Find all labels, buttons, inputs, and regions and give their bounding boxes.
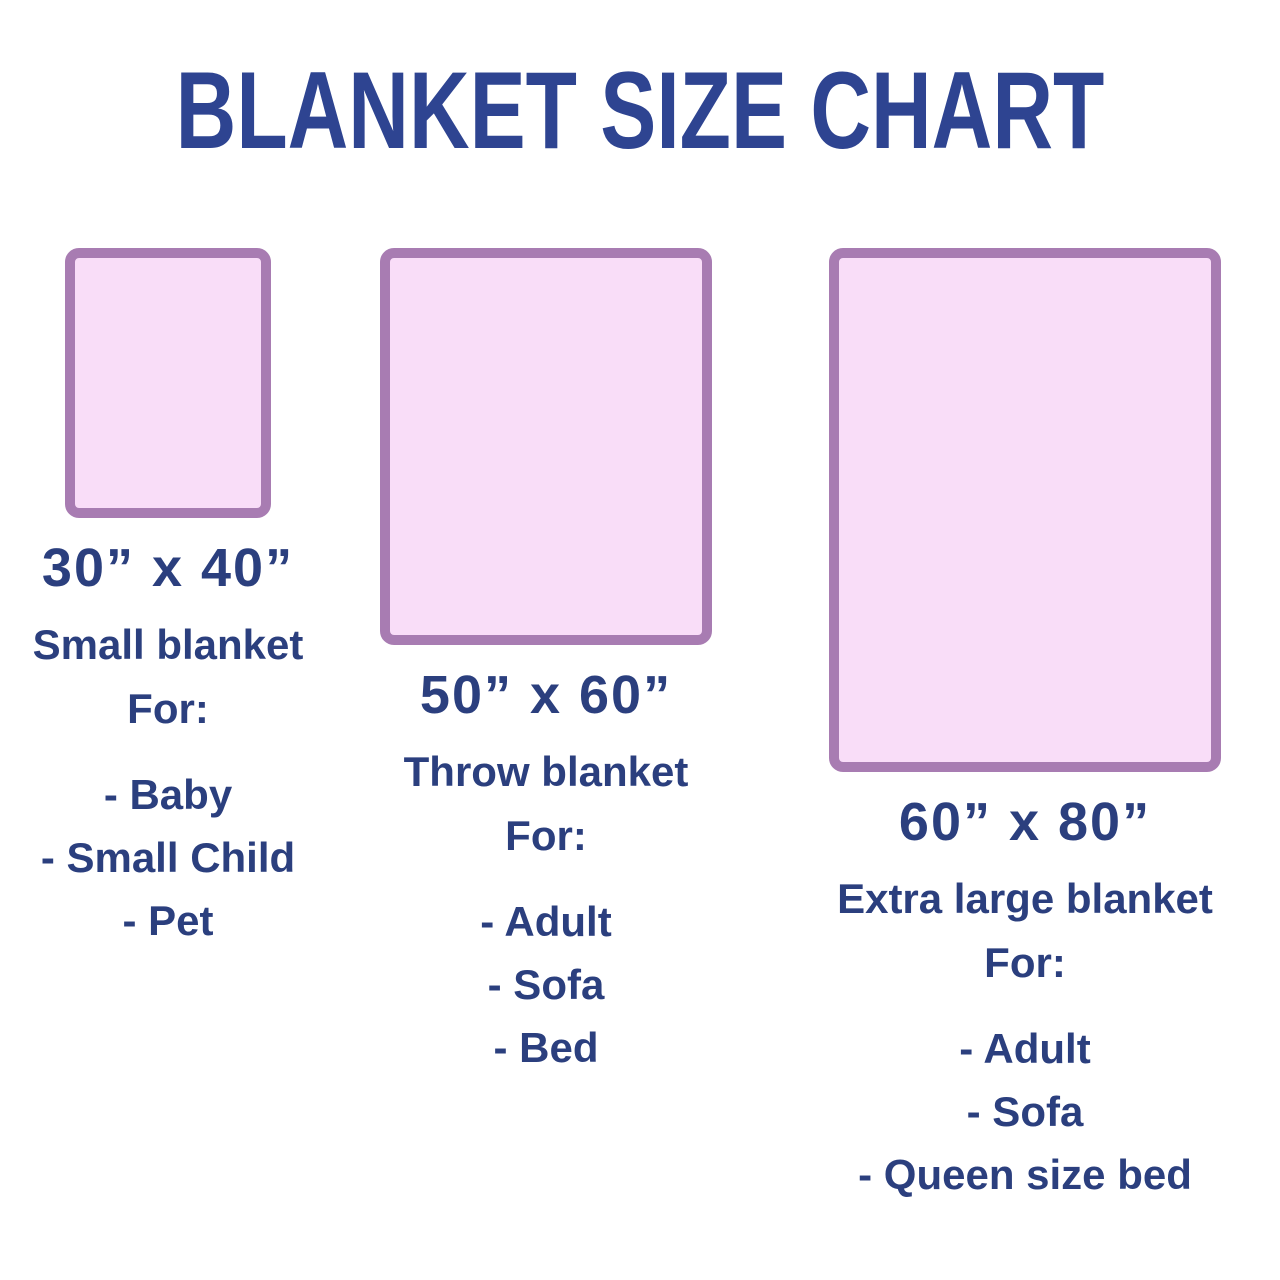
- for-label-small: For:: [127, 685, 209, 732]
- size-label-small: 30” x 40”: [41, 538, 295, 598]
- blanket-swatch-extra-large: [829, 248, 1221, 772]
- use-item: - Adult: [959, 1025, 1091, 1072]
- blanket-group-throw: 50” x 60” Throw blanket For: - Adult - S…: [378, 248, 714, 1073]
- use-item: - Bed: [493, 1024, 599, 1071]
- use-item: - Queen size bed: [858, 1151, 1192, 1198]
- use-item: - Sofa: [487, 961, 605, 1008]
- use-item: - Pet: [122, 897, 214, 944]
- for-label-throw: For:: [505, 812, 587, 859]
- page-title: BLANKET SIZE CHART: [175, 49, 1105, 172]
- blanket-group-extra-large: 60” x 80” Extra large blanket For: - Adu…: [812, 248, 1238, 1200]
- blanket-group-small: 30” x 40” Small blanket For: - Baby - Sm…: [0, 248, 336, 946]
- blanket-swatch-throw: [380, 248, 712, 645]
- blanket-name-throw: Throw blanket: [403, 748, 689, 795]
- size-label-extra-large: 60” x 80”: [898, 792, 1152, 852]
- use-item: - Small Child: [40, 834, 296, 881]
- size-label-throw: 50” x 60”: [419, 665, 673, 725]
- use-item: - Adult: [480, 898, 612, 945]
- use-item: - Baby: [103, 771, 233, 818]
- for-label-extra-large: For:: [984, 939, 1066, 986]
- use-item: - Sofa: [966, 1088, 1084, 1135]
- blanket-name-extra-large: Extra large blanket: [837, 875, 1213, 922]
- blanket-swatch-small: [65, 248, 271, 518]
- blanket-name-small: Small blanket: [32, 621, 304, 668]
